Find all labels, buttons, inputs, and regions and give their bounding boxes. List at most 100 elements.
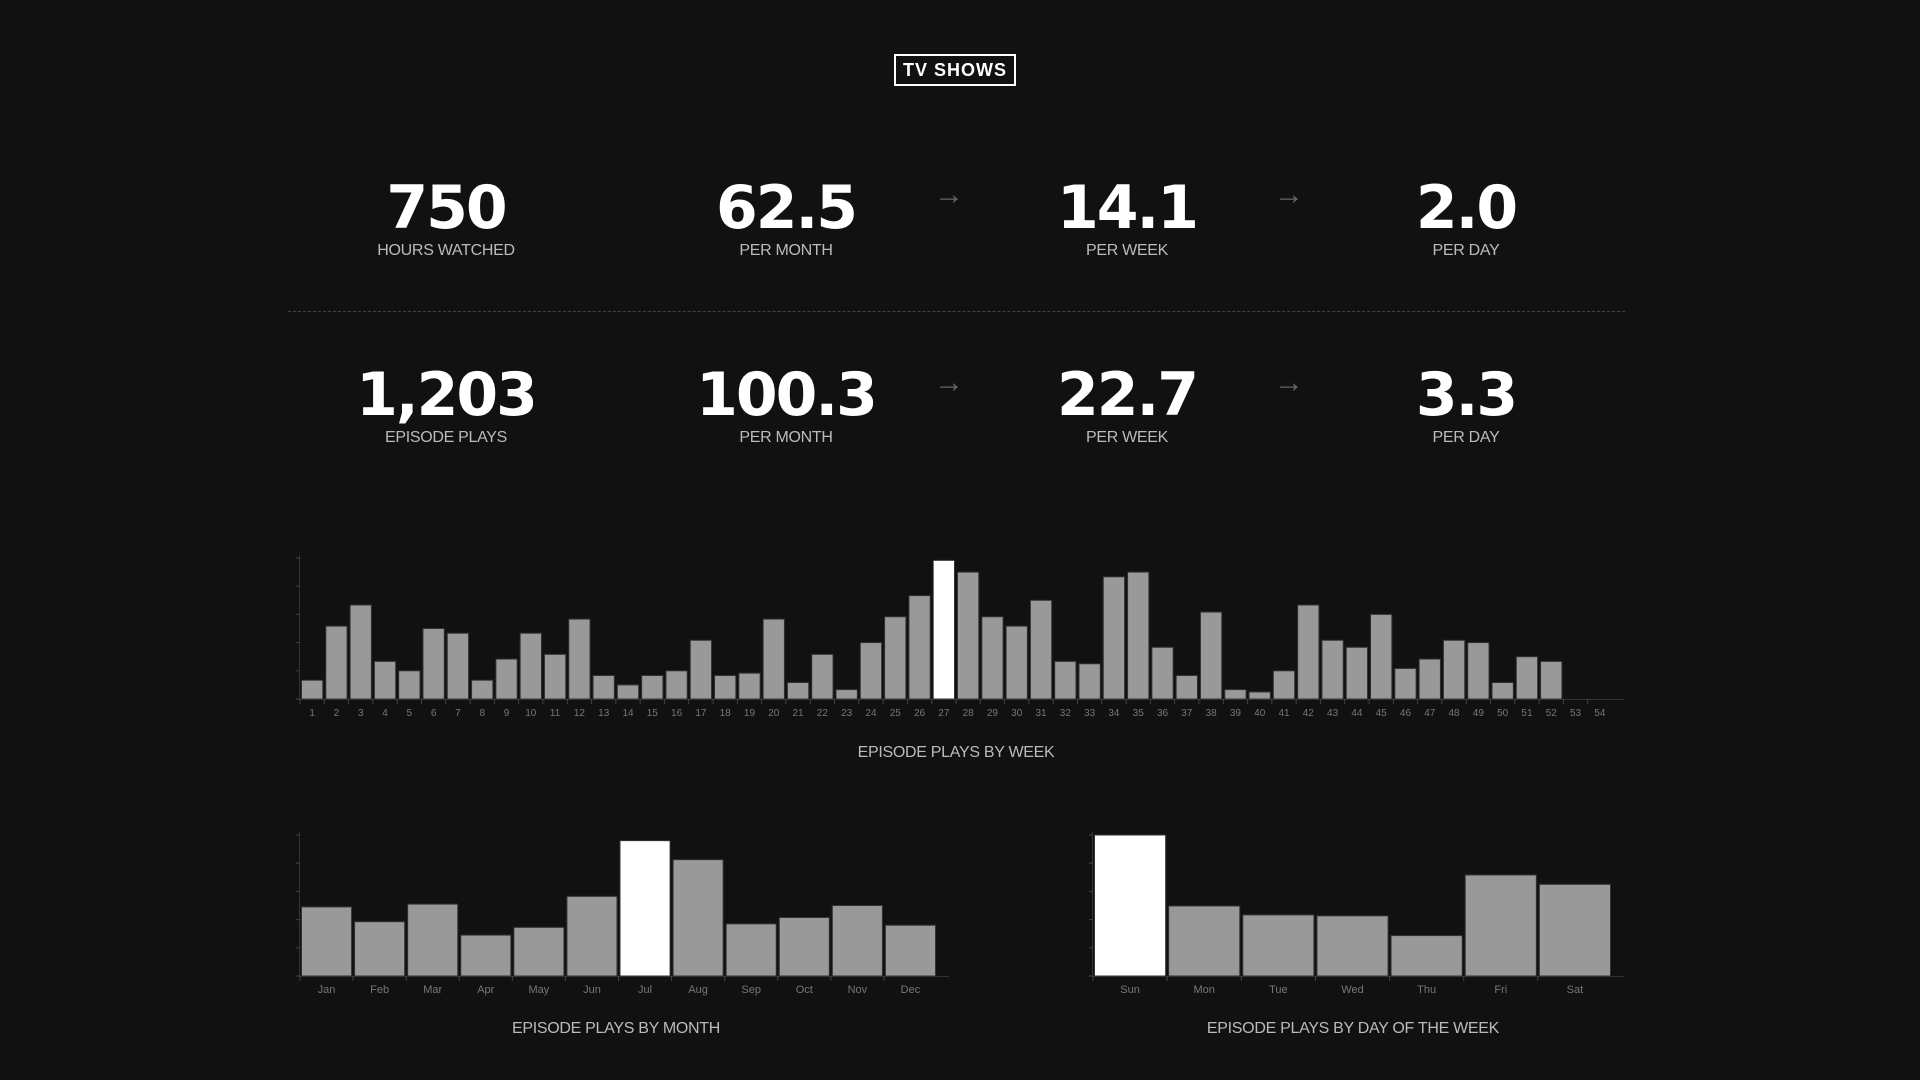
stat-value: 750 bbox=[386, 173, 507, 243]
bar-month-Oct bbox=[778, 916, 830, 977]
x-tick-label-month: Jul bbox=[638, 984, 652, 996]
x-tick-label-week: 19 bbox=[744, 708, 756, 719]
stat-label: PER DAY bbox=[1432, 242, 1500, 259]
chart-title-day: EPISODE PLAYS BY DAY OF THE WEEK bbox=[1206, 1020, 1500, 1037]
x-tick-label-week: 30 bbox=[1011, 708, 1023, 719]
bar-week-16 bbox=[665, 670, 688, 700]
x-tick-label-week: 13 bbox=[598, 708, 610, 719]
x-tick-label-week: 25 bbox=[890, 708, 902, 719]
x-tick-label-month: Oct bbox=[796, 984, 813, 996]
stat-value: 100.3 bbox=[696, 360, 878, 430]
x-tick-label-week: 40 bbox=[1254, 708, 1266, 719]
x-tick-label-week: 43 bbox=[1327, 708, 1339, 719]
x-tick-label-month: Mar bbox=[423, 984, 442, 996]
stat-plays-per-month: 100.3 PER MONTH bbox=[636, 363, 936, 447]
x-tick-label-month: Jan bbox=[318, 984, 336, 996]
x-tick-label-day: Fri bbox=[1494, 984, 1507, 996]
x-tick-label-week: 51 bbox=[1521, 708, 1533, 719]
x-tick-label-day: Thu bbox=[1417, 984, 1436, 996]
x-tick-label-week: 4 bbox=[382, 708, 388, 719]
bar-week-12 bbox=[568, 618, 591, 700]
bar-week-51 bbox=[1515, 656, 1539, 700]
bar-month-Jan bbox=[301, 906, 353, 977]
x-tick-label-week: 45 bbox=[1376, 708, 1388, 719]
arrow-right-icon: → bbox=[934, 366, 964, 399]
bar-week-32 bbox=[1054, 660, 1077, 700]
stat-label: PER DAY bbox=[1432, 429, 1500, 446]
bar-week-15 bbox=[641, 675, 664, 700]
bar-week-13 bbox=[592, 675, 615, 700]
bar-week-6 bbox=[422, 628, 445, 700]
bar-week-46 bbox=[1394, 667, 1417, 700]
bar-week-7 bbox=[446, 632, 470, 700]
x-tick-label-day: Mon bbox=[1194, 984, 1215, 996]
bar-day-Mon bbox=[1168, 905, 1241, 977]
bar-week-17 bbox=[689, 639, 713, 700]
x-tick-label-week: 7 bbox=[455, 708, 461, 719]
chart-title-month: EPISODE PLAYS BY MONTH bbox=[512, 1020, 720, 1037]
bar-week-37 bbox=[1175, 675, 1198, 700]
bar-week-50 bbox=[1491, 682, 1514, 700]
bar-day-Fri bbox=[1464, 874, 1537, 977]
stat-hours-per-day: 2.0 PER DAY bbox=[1316, 176, 1616, 260]
x-tick-label-week: 5 bbox=[407, 708, 413, 719]
x-tick-label-month: Apr bbox=[477, 984, 494, 996]
bar-week-4 bbox=[373, 660, 397, 700]
bar-week-44 bbox=[1345, 646, 1369, 700]
bar-week-48 bbox=[1442, 639, 1466, 700]
x-tick-label-day: Sun bbox=[1120, 984, 1140, 996]
x-tick-label-week: 53 bbox=[1570, 708, 1582, 719]
x-tick-label-month: Sep bbox=[741, 984, 761, 996]
x-tick-label-month: May bbox=[528, 984, 549, 996]
x-tick-label-week: 11 bbox=[550, 708, 561, 719]
bar-month-Jul bbox=[619, 840, 671, 977]
bar-week-29 bbox=[981, 616, 1004, 700]
x-tick-label-week: 38 bbox=[1206, 708, 1218, 719]
bar-month-Jun bbox=[566, 895, 618, 977]
bar-day-Thu bbox=[1390, 935, 1463, 977]
bar-week-14 bbox=[616, 684, 640, 700]
bar-month-Mar bbox=[407, 903, 459, 977]
x-tick-label-week: 46 bbox=[1400, 708, 1412, 719]
bar-week-11 bbox=[543, 653, 567, 700]
x-tick-label-week: 42 bbox=[1303, 708, 1315, 719]
x-tick-label-week: 20 bbox=[768, 708, 780, 719]
x-tick-label-week: 54 bbox=[1594, 708, 1606, 719]
bar-day-Sat bbox=[1538, 883, 1612, 977]
x-tick-label-week: 17 bbox=[695, 708, 707, 719]
x-tick-label-week: 14 bbox=[622, 708, 634, 719]
bar-week-19 bbox=[738, 672, 761, 700]
x-tick-label-week: 12 bbox=[574, 708, 586, 719]
stat-hours-per-week: 14.1 PER WEEK bbox=[977, 176, 1277, 260]
stat-label: PER WEEK bbox=[1085, 242, 1169, 259]
x-tick-label-week: 29 bbox=[987, 708, 999, 719]
stat-value: 2.0 bbox=[1415, 173, 1518, 243]
x-tick-label-week: 2 bbox=[334, 708, 340, 719]
x-tick-label-week: 24 bbox=[865, 708, 877, 719]
x-tick-label-month: Aug bbox=[688, 984, 708, 996]
bar-week-21 bbox=[786, 682, 810, 700]
bar-month-May bbox=[513, 926, 565, 977]
stat-value: 22.7 bbox=[1056, 360, 1199, 430]
bar-week-34 bbox=[1102, 576, 1126, 700]
x-tick-label-week: 49 bbox=[1473, 708, 1485, 719]
bar-week-2 bbox=[325, 625, 348, 700]
bar-week-40 bbox=[1248, 691, 1271, 700]
bar-month-Apr bbox=[460, 934, 512, 977]
x-tick-label-week: 16 bbox=[671, 708, 683, 719]
x-tick-label-week: 27 bbox=[938, 708, 950, 719]
bar-week-39 bbox=[1224, 689, 1247, 700]
bar-month-Dec bbox=[884, 924, 937, 977]
bar-week-5 bbox=[398, 670, 421, 700]
arrow-right-icon: → bbox=[1274, 178, 1304, 211]
x-tick-label-week: 33 bbox=[1084, 708, 1096, 719]
bar-week-45 bbox=[1370, 613, 1393, 700]
x-tick-label-week: 8 bbox=[479, 708, 485, 719]
x-tick-label-week: 23 bbox=[841, 708, 853, 719]
bar-week-30 bbox=[1005, 625, 1028, 700]
x-tick-label-week: 9 bbox=[504, 708, 510, 719]
section-title: TV SHOWS bbox=[894, 54, 1016, 86]
arrow-right-icon: → bbox=[934, 178, 964, 211]
x-tick-label-week: 35 bbox=[1133, 708, 1145, 719]
